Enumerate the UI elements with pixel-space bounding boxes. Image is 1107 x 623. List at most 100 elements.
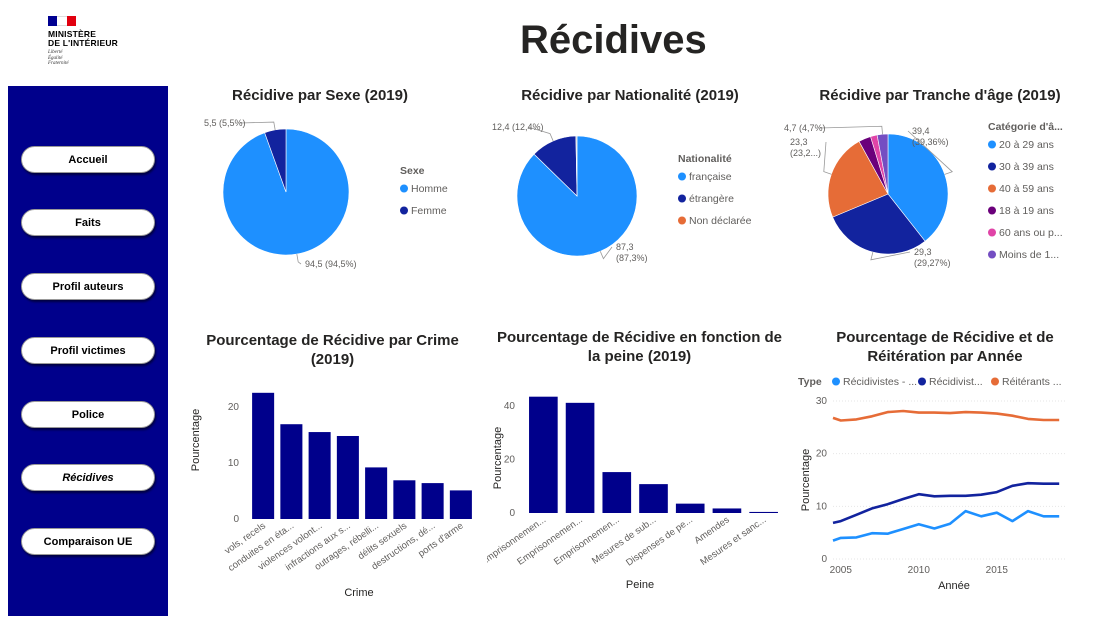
pie-chart-sexe: 94,5 (94,5%) 5,5 (5,5%) Sexe Homme Femme: [204, 118, 448, 269]
y-tick-label: 40: [504, 401, 516, 412]
bar: [308, 432, 331, 519]
bar: [365, 467, 388, 519]
nav-recidives-button[interactable]: Récidives: [21, 464, 155, 491]
logo-motto-2: Égalité: [48, 55, 63, 61]
legend-swatch: [678, 216, 686, 225]
nav-profil-victimes-button[interactable]: Profil victimes: [21, 337, 155, 364]
legend-label: Réitérants ...: [1002, 376, 1062, 388]
legend-swatch: [678, 194, 686, 203]
y-tick-label: 20: [504, 455, 516, 466]
pie-panel-age: Récidive par Tranche d'âge (2019) 39,4 (3…: [780, 84, 1100, 284]
bar: [421, 483, 444, 519]
chart-title: Récidive par Nationalité (2019): [521, 87, 739, 104]
bar: [529, 396, 558, 513]
y-tick-label: 0: [233, 514, 239, 525]
x-tick-label: 2010: [908, 565, 931, 576]
chart-title: Récidive par Sexe (2019): [232, 87, 408, 104]
nav-comparaison-ue-button[interactable]: Comparaison UE: [21, 528, 155, 555]
pie-chart-nationalite: 87,3(87,3%) 12,4 (12,4%) Nationalité frança…: [492, 122, 752, 263]
legend-swatch: [988, 250, 996, 259]
ministry-logo: MINISTÈRE DE L'INTÉRIEUR Liberté Égalité…: [48, 16, 138, 76]
logo-line-2: DE L'INTÉRIEUR: [48, 38, 118, 48]
legend-label: Moins de 1...: [999, 249, 1059, 261]
legend-swatch: [678, 172, 686, 181]
bar: [336, 435, 359, 519]
legend-label: Récidivist...: [929, 376, 983, 388]
bar: [675, 503, 705, 513]
pie-data-label: 87,3: [616, 242, 634, 252]
pie-data-label: 39,4: [912, 126, 930, 136]
x-axis-label: Peine: [626, 579, 654, 591]
pie-data-label: (87,3%): [616, 253, 648, 263]
bar-chart-peine: 02040Emprisonnemen...Emprisonnemen...Emp…: [487, 396, 778, 591]
pie-panel-sexe: Récidive par Sexe (2019) 94,5 (94,5%) 5,5…: [180, 84, 460, 284]
logo-motto-1: Liberté: [48, 50, 63, 55]
bar: [565, 402, 595, 513]
legend-label: 18 à 19 ans: [999, 205, 1054, 217]
x-axis-label: Crime: [344, 587, 373, 599]
series-line: [832, 509, 1060, 542]
nav-profil-auteurs-button[interactable]: Profil auteurs: [21, 273, 155, 300]
nav-faits-button[interactable]: Faits: [21, 209, 155, 236]
legend-swatch: [918, 377, 926, 386]
x-tick-label: Emprisonnemen...: [552, 514, 621, 567]
legend-swatch: [988, 140, 996, 149]
bar: [639, 484, 668, 513]
sidebar: Accueil Faits Profil auteurs Profil vict…: [8, 86, 168, 616]
pie-slice: [575, 135, 578, 197]
legend-label: Homme: [411, 183, 448, 195]
bar: [602, 472, 632, 513]
y-tick-label: 10: [816, 501, 828, 512]
pie-data-label: (29,27%): [914, 258, 951, 268]
chart-title: Pourcentage de Récidive et de Réitératio…: [836, 329, 1054, 365]
bar-panel-peine: Pourcentage de Récidive en fonction de l…: [487, 328, 792, 618]
legend-swatch: [988, 162, 996, 171]
legend-swatch: [832, 377, 840, 386]
pie-leader-line: [239, 121, 276, 131]
pie-data-label: (39,36%): [912, 137, 949, 147]
legend-label: 40 à 59 ans: [999, 183, 1054, 195]
legend-label: Récidivistes - ...: [843, 376, 917, 388]
line-panel-annee: Pourcentage de Récidive et de Réitératio…: [795, 328, 1095, 618]
pie-leader-line: [819, 125, 883, 135]
bar-panel-crime: Pourcentage de Récidive par Crime (2019)…: [185, 330, 480, 620]
chart-title: Récidive par Tranche d'âge (2019): [819, 87, 1061, 104]
legend-swatch: [988, 206, 996, 215]
y-axis-label: Pourcentage: [800, 449, 812, 511]
pie-leader-line: [599, 246, 613, 260]
french-flag-icon: [48, 16, 76, 26]
pie-data-label: 12,4 (12,4%): [492, 122, 544, 132]
legend-swatch: [991, 377, 999, 386]
x-tick-label: Emprisonnemen...: [515, 514, 584, 567]
pie-data-label: 94,5 (94,5%): [305, 259, 357, 269]
nav-accueil-button[interactable]: Accueil: [21, 146, 155, 173]
y-tick-label: 20: [228, 402, 240, 413]
pie-data-label: 5,5 (5,5%): [204, 118, 246, 128]
legend-title: Nationalité: [678, 153, 732, 165]
page-title: Récidives: [520, 18, 707, 62]
pie-data-label: 29,3: [914, 247, 932, 257]
y-axis-label: Pourcentage: [190, 409, 202, 471]
legend-swatch: [988, 228, 996, 237]
pie-chart-age: 39,4(39,36%) 29,3(29,27%) 23,3(23,2...) 4,7…: [784, 121, 1063, 268]
series-line: [832, 481, 1060, 525]
legend-label: étrangère: [689, 193, 734, 205]
y-tick-label: 0: [509, 508, 515, 519]
pie-leader-line: [296, 253, 302, 265]
y-tick-label: 20: [816, 449, 828, 460]
chart-title: Pourcentage de Récidive par Crime (2019): [206, 332, 459, 368]
pie-data-label: 4,7 (4,7%): [784, 123, 826, 133]
bar: [280, 424, 303, 519]
y-axis-label: Pourcentage: [492, 427, 504, 489]
bar: [393, 480, 416, 519]
legend-title: Sexe: [400, 165, 425, 177]
pie-leader-line: [907, 130, 954, 175]
legend-label: 20 à 29 ans: [999, 139, 1054, 151]
legend-label: française: [689, 171, 732, 183]
bar: [749, 511, 778, 513]
series-line: [832, 409, 1060, 422]
pie-leader-line: [823, 141, 832, 175]
nav-police-button[interactable]: Police: [21, 401, 155, 428]
chart-title: Pourcentage de Récidive en fonction de l…: [496, 329, 783, 365]
